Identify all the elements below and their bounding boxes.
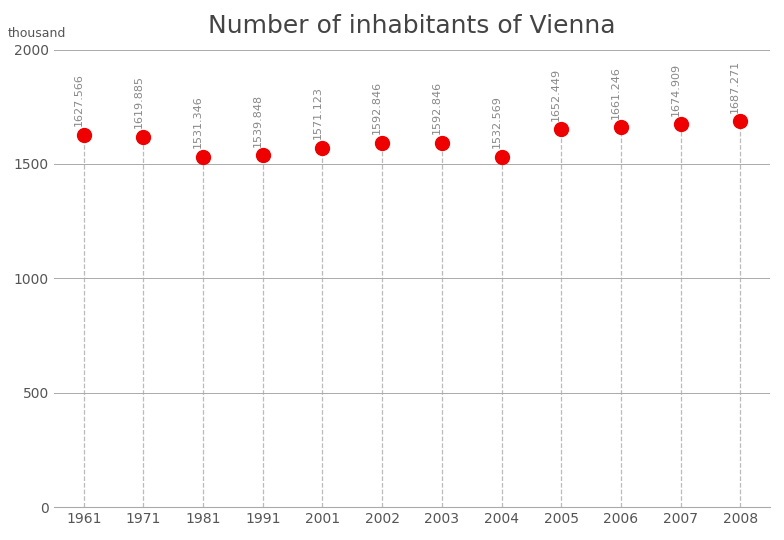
Point [316, 144, 328, 152]
Text: 1531.346: 1531.346 [193, 96, 203, 148]
Text: 1592.846: 1592.846 [432, 82, 442, 134]
Point [674, 120, 687, 129]
Text: 1571.123: 1571.123 [313, 86, 322, 139]
Text: 1539.848: 1539.848 [252, 93, 263, 146]
Text: 1619.885: 1619.885 [133, 75, 143, 128]
Point [197, 152, 209, 161]
Point [137, 132, 150, 141]
Text: 1652.449: 1652.449 [551, 68, 561, 121]
Point [734, 117, 746, 125]
Point [256, 151, 269, 159]
Point [78, 131, 90, 139]
Point [436, 138, 448, 147]
Text: 1687.271: 1687.271 [730, 59, 740, 113]
Point [615, 123, 627, 131]
Text: thousand: thousand [7, 28, 66, 40]
Title: Number of inhabitants of Vienna: Number of inhabitants of Vienna [209, 14, 615, 38]
Point [555, 125, 568, 133]
Text: 1592.846: 1592.846 [372, 82, 382, 134]
Text: 1674.909: 1674.909 [670, 63, 681, 116]
Text: 1661.246: 1661.246 [611, 66, 621, 119]
Text: 1532.569: 1532.569 [492, 96, 502, 148]
Text: 1627.566: 1627.566 [74, 73, 84, 126]
Point [495, 152, 508, 161]
Point [376, 138, 388, 147]
